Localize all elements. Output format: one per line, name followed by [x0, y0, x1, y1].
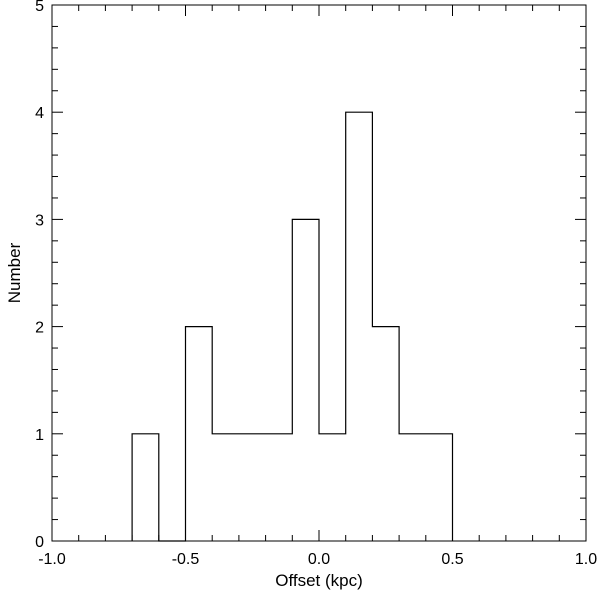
axis-ticks	[51, 4, 587, 542]
histogram-bin	[212, 434, 239, 541]
y-tick-label: 4	[35, 105, 44, 122]
histogram-bin	[426, 434, 453, 541]
histogram-bin	[266, 434, 293, 541]
histogram-bin	[346, 112, 373, 541]
histogram-bin	[399, 434, 426, 541]
x-tick-label: 0.0	[308, 551, 330, 568]
x-tick-label: -1.0	[38, 551, 66, 568]
histogram-bin	[132, 434, 159, 541]
histogram-bin	[292, 219, 319, 541]
y-tick-label: 0	[35, 534, 44, 551]
y-tick-label: 3	[35, 212, 44, 229]
tick-labels: -1.0 -0.5 0.0 0.5 1.0 0 1 2 3 4 5	[35, 0, 597, 568]
histogram-bin	[186, 327, 213, 541]
x-axis-title: Offset (kpc)	[275, 571, 363, 590]
y-tick-label: 5	[35, 0, 44, 15]
histogram-outline	[131, 111, 454, 542]
histogram-bin	[239, 434, 266, 541]
y-tick-label: 1	[35, 427, 44, 444]
y-tick-label: 2	[35, 320, 44, 337]
x-tick-label: 0.5	[441, 551, 463, 568]
histogram-bin	[319, 434, 346, 541]
y-axis-title: Number	[5, 242, 24, 303]
x-tick-label: 1.0	[575, 551, 597, 568]
histogram-bin	[372, 327, 399, 541]
x-tick-label: -0.5	[172, 551, 200, 568]
